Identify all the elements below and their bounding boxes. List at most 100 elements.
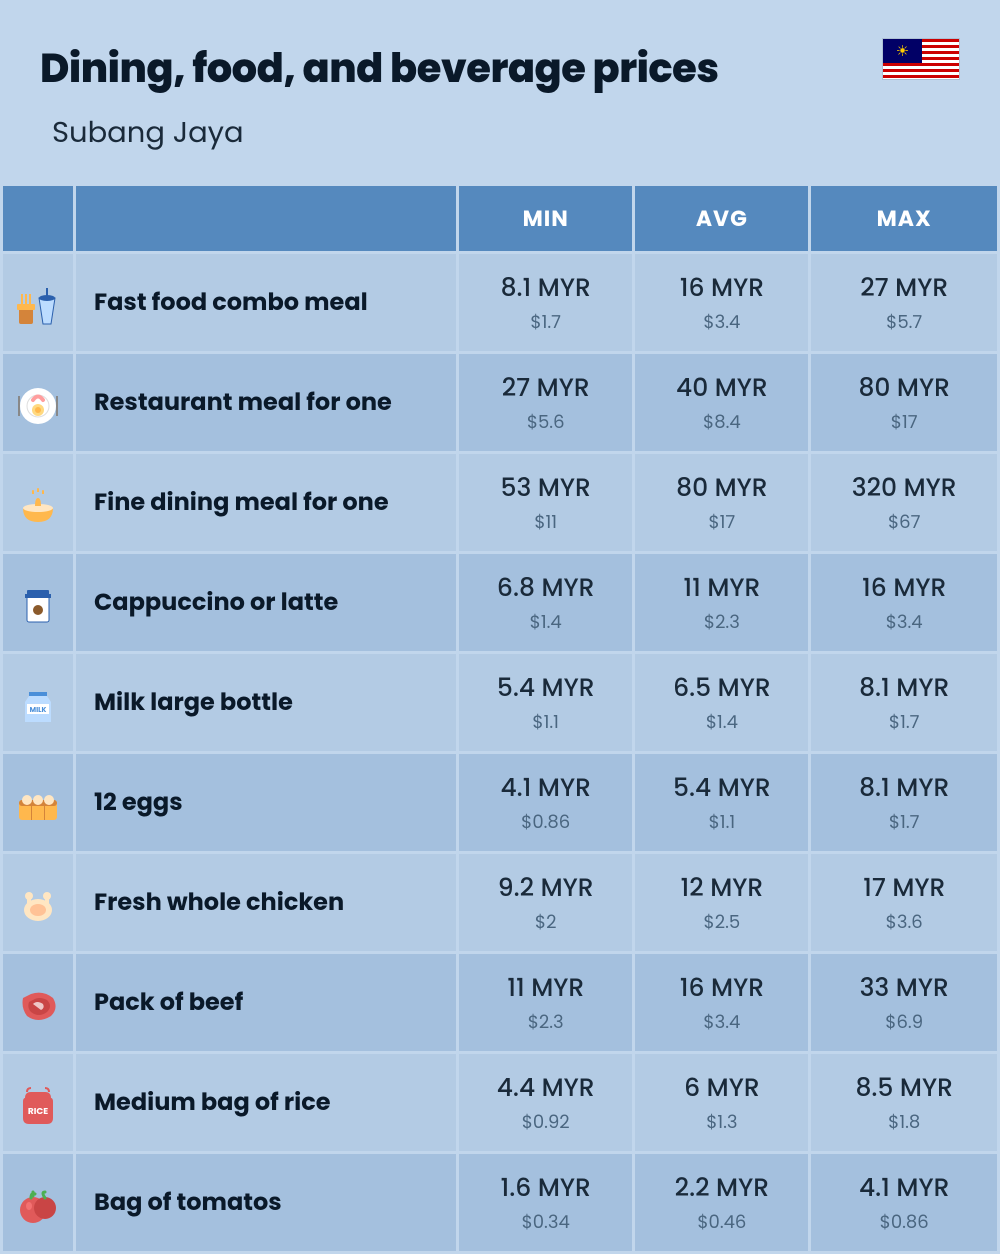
table-row: Fresh whole chicken9.2 MYR$212 MYR$2.517… xyxy=(3,854,997,951)
price-myr: 5.4 MYR xyxy=(459,669,632,707)
price-myr: 11 MYR xyxy=(635,569,808,607)
price-avg: 2.2 MYR$0.46 xyxy=(635,1154,808,1251)
price-myr: 8.1 MYR xyxy=(459,269,632,307)
tomato-icon xyxy=(3,1154,73,1251)
price-usd: $1.3 xyxy=(635,1109,808,1136)
price-myr: 40 MYR xyxy=(635,369,808,407)
row-label: 12 eggs xyxy=(76,754,456,851)
price-usd: $2.3 xyxy=(459,1009,632,1036)
price-avg: 12 MYR$2.5 xyxy=(635,854,808,951)
price-min: 9.2 MYR$2 xyxy=(459,854,632,951)
row-label: Fresh whole chicken xyxy=(76,854,456,951)
table-row: Fast food combo meal8.1 MYR$1.716 MYR$3.… xyxy=(3,254,997,351)
price-usd: $2 xyxy=(459,909,632,936)
price-myr: 8.5 MYR xyxy=(811,1069,997,1107)
price-max: 33 MYR$6.9 xyxy=(811,954,997,1051)
price-usd: $3.4 xyxy=(811,609,997,636)
price-usd: $11 xyxy=(459,509,632,536)
price-myr: 4.1 MYR xyxy=(459,769,632,807)
price-usd: $1.4 xyxy=(635,709,808,736)
price-max: 4.1 MYR$0.86 xyxy=(811,1154,997,1251)
price-myr: 2.2 MYR xyxy=(635,1169,808,1207)
rice-icon xyxy=(3,1054,73,1151)
row-label: Pack of beef xyxy=(76,954,456,1051)
price-min: 11 MYR$2.3 xyxy=(459,954,632,1051)
page-title: Dining, food, and beverage prices xyxy=(40,38,960,98)
price-myr: 16 MYR xyxy=(635,969,808,1007)
price-min: 4.1 MYR$0.86 xyxy=(459,754,632,851)
table-row: Cappuccino or latte6.8 MYR$1.411 MYR$2.3… xyxy=(3,554,997,651)
table-row: Medium bag of rice4.4 MYR$0.926 MYR$1.38… xyxy=(3,1054,997,1151)
price-usd: $17 xyxy=(635,509,808,536)
price-avg: 16 MYR$3.4 xyxy=(635,954,808,1051)
price-myr: 11 MYR xyxy=(459,969,632,1007)
price-myr: 8.1 MYR xyxy=(811,669,997,707)
price-usd: $1.4 xyxy=(459,609,632,636)
price-min: 4.4 MYR$0.92 xyxy=(459,1054,632,1151)
price-max: 27 MYR$5.7 xyxy=(811,254,997,351)
eggs-icon xyxy=(3,754,73,851)
price-usd: $1.7 xyxy=(811,809,997,836)
col-max: MAX xyxy=(811,186,997,251)
price-min: 1.6 MYR$0.34 xyxy=(459,1154,632,1251)
price-usd: $5.6 xyxy=(459,409,632,436)
table-row: Bag of tomatos1.6 MYR$0.342.2 MYR$0.464.… xyxy=(3,1154,997,1251)
row-label: Bag of tomatos xyxy=(76,1154,456,1251)
price-myr: 6 MYR xyxy=(635,1069,808,1107)
table-row: 12 eggs4.1 MYR$0.865.4 MYR$1.18.1 MYR$1.… xyxy=(3,754,997,851)
col-min: MIN xyxy=(459,186,632,251)
price-usd: $0.86 xyxy=(459,809,632,836)
price-usd: $1.7 xyxy=(459,309,632,336)
price-myr: 16 MYR xyxy=(811,569,997,607)
price-usd: $0.34 xyxy=(459,1209,632,1236)
price-max: 8.1 MYR$1.7 xyxy=(811,654,997,751)
table-header-row: MIN AVG MAX xyxy=(3,186,997,251)
price-myr: 33 MYR xyxy=(811,969,997,1007)
price-usd: $17 xyxy=(811,409,997,436)
price-usd: $1.8 xyxy=(811,1109,997,1136)
price-myr: 1.6 MYR xyxy=(459,1169,632,1207)
price-myr: 5.4 MYR xyxy=(635,769,808,807)
price-myr: 4.4 MYR xyxy=(459,1069,632,1107)
price-usd: $5.7 xyxy=(811,309,997,336)
price-min: 6.8 MYR$1.4 xyxy=(459,554,632,651)
price-max: 16 MYR$3.4 xyxy=(811,554,997,651)
price-usd: $67 xyxy=(811,509,997,536)
col-avg: AVG xyxy=(635,186,808,251)
price-usd: $3.6 xyxy=(811,909,997,936)
price-usd: $6.9 xyxy=(811,1009,997,1036)
price-avg: 40 MYR$8.4 xyxy=(635,354,808,451)
beef-icon xyxy=(3,954,73,1051)
price-myr: 320 MYR xyxy=(811,469,997,507)
price-usd: $0.86 xyxy=(811,1209,997,1236)
price-min: 5.4 MYR$1.1 xyxy=(459,654,632,751)
price-usd: $2.5 xyxy=(635,909,808,936)
price-usd: $2.3 xyxy=(635,609,808,636)
price-myr: 53 MYR xyxy=(459,469,632,507)
row-label: Milk large bottle xyxy=(76,654,456,751)
fast-food-icon xyxy=(3,254,73,351)
page-subtitle: Subang Jaya xyxy=(52,112,960,155)
price-myr: 80 MYR xyxy=(635,469,808,507)
price-max: 8.5 MYR$1.8 xyxy=(811,1054,997,1151)
price-usd: $3.4 xyxy=(635,309,808,336)
price-usd: $3.4 xyxy=(635,1009,808,1036)
row-label: Fine dining meal for one xyxy=(76,454,456,551)
page-header: Dining, food, and beverage prices Subang… xyxy=(0,0,1000,183)
price-usd: $0.92 xyxy=(459,1109,632,1136)
col-icon xyxy=(3,186,73,251)
table-row: Restaurant meal for one27 MYR$5.640 MYR$… xyxy=(3,354,997,451)
table-row: Fine dining meal for one53 MYR$1180 MYR$… xyxy=(3,454,997,551)
price-min: 27 MYR$5.6 xyxy=(459,354,632,451)
malaysia-flag-icon: ☀ xyxy=(882,38,960,80)
coffee-icon xyxy=(3,554,73,651)
price-myr: 16 MYR xyxy=(635,269,808,307)
price-myr: 27 MYR xyxy=(459,369,632,407)
restaurant-icon xyxy=(3,354,73,451)
price-myr: 27 MYR xyxy=(811,269,997,307)
price-usd: $1.7 xyxy=(811,709,997,736)
price-min: 8.1 MYR$1.7 xyxy=(459,254,632,351)
price-myr: 6.5 MYR xyxy=(635,669,808,707)
table-row: Milk large bottle5.4 MYR$1.16.5 MYR$1.48… xyxy=(3,654,997,751)
price-max: 17 MYR$3.6 xyxy=(811,854,997,951)
